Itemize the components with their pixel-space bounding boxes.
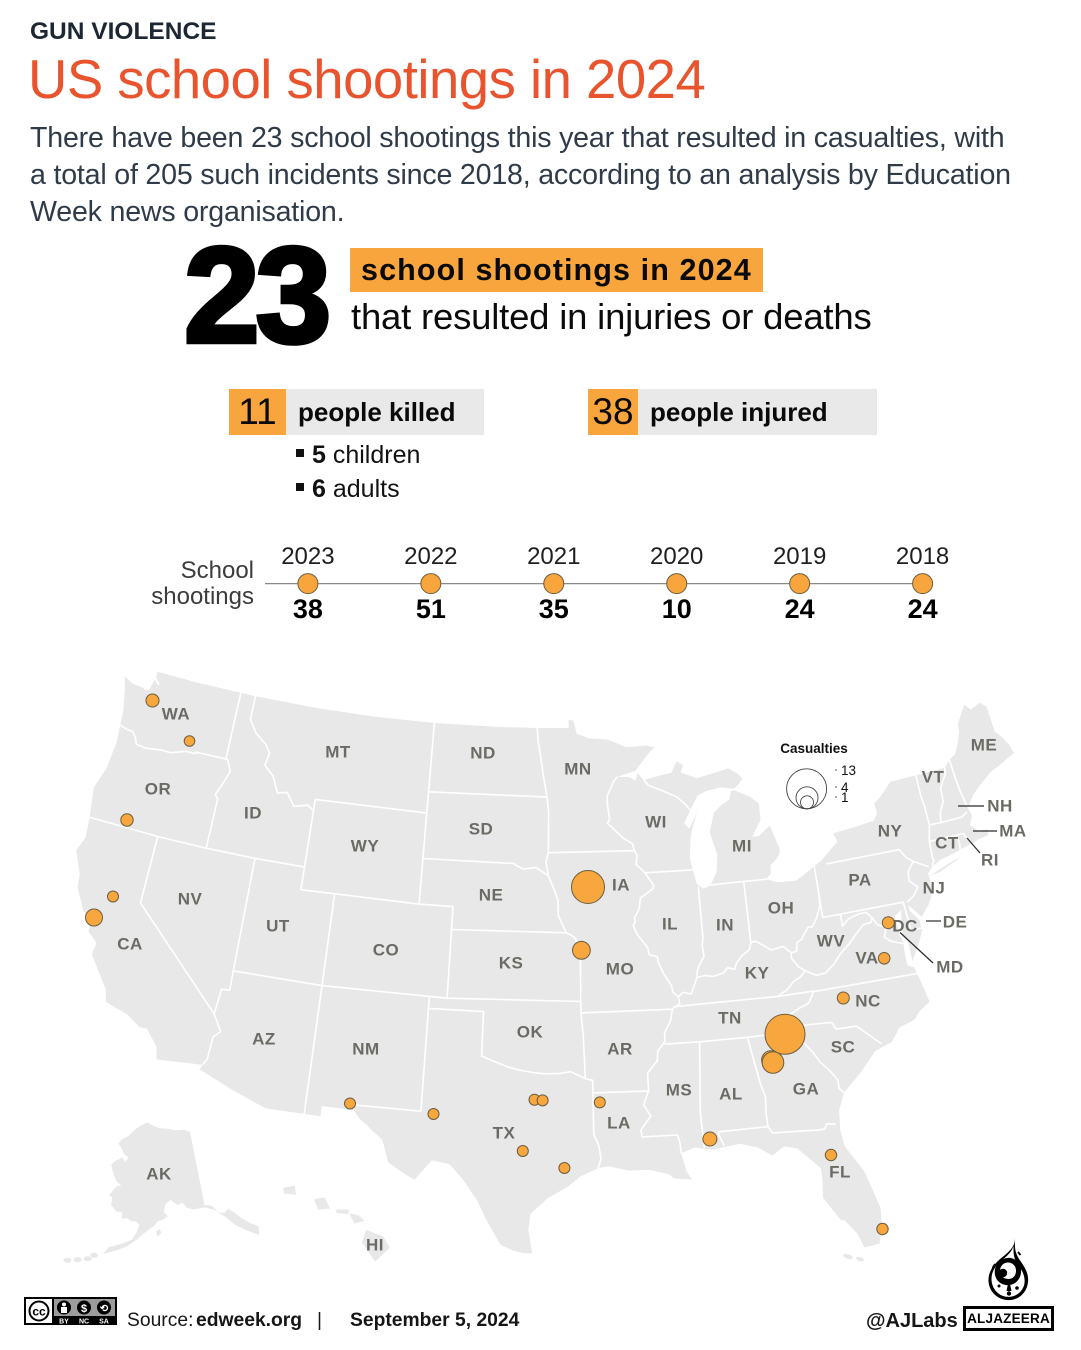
svg-text:MD: MD [936,958,963,977]
svg-text:OR: OR [145,780,172,799]
svg-text:TX: TX [493,1124,516,1143]
svg-text:FL: FL [829,1163,851,1182]
svg-text:SA: SA [99,1319,109,1326]
svg-text:AZ: AZ [252,1030,276,1049]
svg-text:2023: 2023 [281,543,334,570]
svg-text:2021: 2021 [527,543,580,570]
svg-text:NV: NV [178,890,203,909]
svg-text:WA: WA [162,705,190,724]
svg-text:Casualties: Casualties [780,741,848,756]
svg-text:13: 13 [841,763,856,778]
svg-text:24: 24 [785,594,815,624]
svg-text:1: 1 [841,790,849,805]
svg-text:VT: VT [922,768,945,787]
svg-text:NY: NY [878,822,903,841]
svg-text:4: 4 [841,780,849,795]
svg-text:38: 38 [293,594,323,624]
svg-text:NM: NM [352,1040,379,1059]
svg-text:MI: MI [732,837,752,856]
svg-text:OK: OK [517,1023,544,1042]
svg-text:BY: BY [59,1319,69,1326]
svg-text:MO: MO [606,960,634,979]
svg-text:SC: SC [831,1038,856,1057]
svg-text:HI: HI [366,1236,384,1255]
svg-text:CT: CT [935,834,959,853]
svg-text:KS: KS [499,954,524,973]
svg-text:MS: MS [666,1081,693,1100]
svg-text:10: 10 [662,594,692,624]
svg-text:RI: RI [981,851,999,870]
svg-text:NE: NE [479,886,504,905]
svg-text:WY: WY [351,837,380,856]
svg-text:shootings: shootings [151,583,254,610]
svg-text:NC: NC [79,1319,89,1326]
svg-text:WV: WV [817,932,846,951]
svg-text:51: 51 [416,594,446,624]
svg-text:ND: ND [470,744,496,763]
svg-text:DE: DE [943,913,968,932]
svg-text:2018: 2018 [896,543,949,570]
svg-text:2020: 2020 [650,543,703,570]
svg-text:AK: AK [146,1165,172,1184]
svg-text:IA: IA [612,876,630,895]
svg-text:CA: CA [117,935,143,954]
svg-text:LA: LA [607,1114,631,1133]
svg-text:MT: MT [325,743,351,762]
svg-text:GA: GA [793,1080,820,1099]
svg-text:SD: SD [469,820,494,839]
svg-text:⟲: ⟲ [100,1304,109,1315]
svg-text:MN: MN [564,760,591,779]
svg-text:NH: NH [987,797,1013,816]
svg-text:ID: ID [244,804,262,823]
svg-text:VA: VA [855,949,878,968]
svg-text:IL: IL [662,915,678,934]
svg-text:$: $ [81,1303,87,1315]
svg-text:NC: NC [855,992,881,1011]
svg-text:NJ: NJ [923,879,946,898]
svg-text:KY: KY [745,964,770,983]
svg-text:WI: WI [645,813,667,832]
svg-text:TN: TN [718,1009,742,1028]
svg-text:UT: UT [266,917,290,936]
svg-text:PA: PA [848,871,871,890]
svg-text:35: 35 [539,594,569,624]
svg-text:IN: IN [716,916,734,935]
svg-text:24: 24 [908,594,938,624]
svg-text:2022: 2022 [404,543,457,570]
svg-text:CO: CO [373,941,400,960]
svg-text:2019: 2019 [773,543,826,570]
svg-text:School: School [181,557,254,584]
svg-text:AL: AL [719,1085,743,1104]
svg-text:cc: cc [32,1305,46,1319]
svg-text:ME: ME [971,736,998,755]
svg-text:AR: AR [607,1040,633,1059]
svg-text:OH: OH [768,899,795,918]
svg-text:MA: MA [999,822,1026,841]
svg-text:DC: DC [892,917,918,936]
